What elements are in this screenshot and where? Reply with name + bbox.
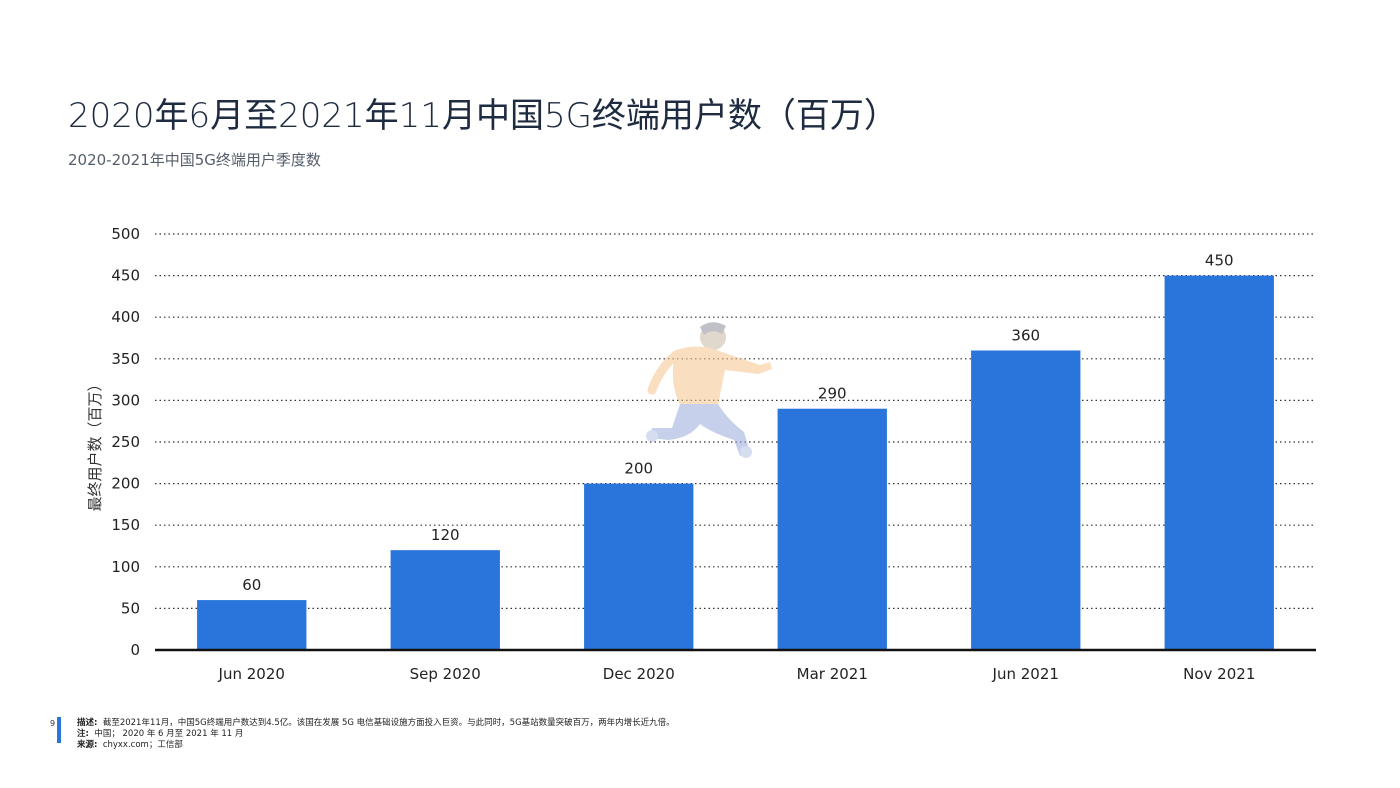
data-label: 290 <box>818 385 847 403</box>
page-number: 9 <box>50 719 56 728</box>
bar-chart: 0 50 100 150 200 250 300 350 400 450 500 60 120 200 2… <box>86 225 1316 683</box>
y-tick-label: 500 <box>111 225 140 243</box>
y-tick-label: 400 <box>111 308 140 326</box>
footer-source: 来源: chyxx.com；工信部 <box>77 740 675 751</box>
page-subtitle: 2020-2021年中国5G终端用户季度数 <box>68 151 321 169</box>
bar <box>390 550 500 650</box>
y-tick-label: 50 <box>121 599 140 617</box>
runner-illustration <box>646 322 772 458</box>
footer-note-text: 中国； 2020 年 6 月至 2021 年 11 月 <box>94 729 244 739</box>
x-tick-label: Jun 2021 <box>992 665 1059 683</box>
y-axis-ticks: 0 50 100 150 200 250 300 350 400 450 500 <box>111 225 140 659</box>
footer-note-label: 注: <box>77 729 89 739</box>
x-tick-label: Dec 2020 <box>603 665 675 683</box>
data-label: 360 <box>1011 326 1040 344</box>
footer-source-text: chyxx.com；工信部 <box>102 740 183 750</box>
x-axis-ticks: Jun 2020 Sep 2020 Dec 2020 Mar 2021 Jun 2021… <box>218 665 1256 683</box>
y-tick-label: 100 <box>111 558 140 576</box>
x-tick-label: Nov 2021 <box>1183 665 1255 683</box>
bar <box>777 408 887 650</box>
y-axis-label: 最终用户数（百万） <box>86 376 104 511</box>
data-label: 120 <box>431 526 460 544</box>
y-tick-label: 0 <box>130 641 140 659</box>
grid-lines <box>155 233 1316 610</box>
y-tick-label: 200 <box>111 475 140 493</box>
bar <box>197 600 307 650</box>
data-label: 450 <box>1205 252 1234 270</box>
bars <box>197 275 1274 650</box>
page-title: 2020年6月至2021年11月中国5G终端用户数（百万） <box>68 96 898 136</box>
footer-desc-label: 描述: <box>77 718 98 728</box>
data-label: 200 <box>624 460 653 478</box>
y-tick-label: 150 <box>111 516 140 534</box>
y-tick-label: 300 <box>111 391 140 409</box>
bar <box>1164 275 1274 650</box>
data-label: 60 <box>242 576 261 594</box>
y-tick-label: 450 <box>111 267 140 285</box>
data-labels: 60 120 200 290 360 450 <box>242 252 1233 594</box>
footer-description: 描述: 截至2021年11月，中国5G终端用户数达到4.5亿。该国在发展 5G … <box>77 718 675 729</box>
x-tick-label: Mar 2021 <box>797 665 868 683</box>
footer-accent-bar <box>57 717 61 743</box>
bar <box>971 350 1081 650</box>
footer-text: 描述: 截至2021年11月，中国5G终端用户数达到4.5亿。该国在发展 5G … <box>77 718 675 751</box>
y-tick-label: 250 <box>111 433 140 451</box>
x-tick-label: Sep 2020 <box>410 665 481 683</box>
footer-desc-text: 截至2021年11月，中国5G终端用户数达到4.5亿。该国在发展 5G 电信基础… <box>102 718 675 728</box>
footer-note: 注: 中国； 2020 年 6 月至 2021 年 11 月 <box>77 729 675 740</box>
footer-source-label: 来源: <box>77 740 98 750</box>
bar <box>584 483 694 650</box>
x-tick-label: Jun 2020 <box>218 665 285 683</box>
y-tick-label: 350 <box>111 350 140 368</box>
